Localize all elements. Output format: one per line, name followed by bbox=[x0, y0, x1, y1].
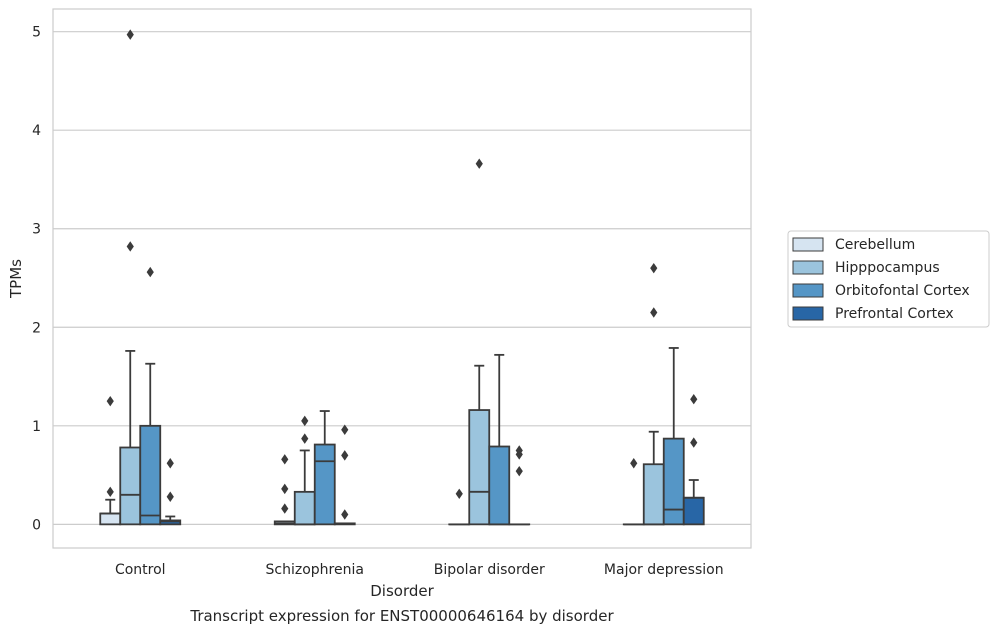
legend-label: Prefrontal Cortex bbox=[835, 306, 954, 322]
box bbox=[662, 437, 685, 526]
x-axis-ticks: Control Schizophrenia Bipolar disorder Majo… bbox=[115, 562, 724, 578]
outlier-point bbox=[630, 458, 638, 469]
y-axis-ticks: 0 1 2 3 4 5 bbox=[32, 25, 41, 534]
outlier-point bbox=[126, 241, 134, 252]
box-group bbox=[622, 458, 645, 526]
outlier-point bbox=[281, 483, 289, 495]
box bbox=[313, 443, 336, 526]
y-tick-label: 5 bbox=[32, 25, 41, 41]
x-tick-label: Schizophrenia bbox=[266, 562, 364, 578]
box-group bbox=[642, 262, 665, 526]
outlier-point bbox=[146, 266, 154, 278]
legend-label: Hipppocampus bbox=[835, 260, 940, 276]
y-tick-label: 0 bbox=[32, 517, 41, 533]
x-tick-label: Major depression bbox=[604, 562, 724, 578]
y-tick-label: 3 bbox=[32, 222, 41, 238]
outlier-point bbox=[341, 424, 349, 435]
box bbox=[139, 424, 162, 526]
box bbox=[642, 463, 665, 526]
box-group bbox=[99, 395, 122, 526]
outlier-point bbox=[301, 433, 309, 444]
outlier-point bbox=[166, 458, 174, 469]
outlier-point bbox=[281, 454, 289, 465]
legend-swatch bbox=[792, 260, 824, 275]
x-tick-label: Control bbox=[115, 562, 166, 578]
outlier-point bbox=[690, 394, 698, 405]
y-tick-label: 1 bbox=[32, 419, 41, 435]
box-group bbox=[488, 353, 511, 526]
boxes bbox=[99, 29, 705, 526]
box-group bbox=[662, 347, 685, 526]
legend-swatch bbox=[792, 306, 824, 321]
outlier-point bbox=[515, 445, 523, 456]
box bbox=[159, 519, 182, 526]
outlier-point bbox=[301, 415, 309, 427]
box-group bbox=[313, 410, 336, 526]
y-tick-label: 4 bbox=[32, 123, 41, 139]
box bbox=[293, 490, 316, 526]
outlier-point bbox=[690, 437, 698, 448]
outlier-point bbox=[650, 307, 658, 318]
box-group bbox=[139, 266, 162, 526]
chart-caption: Transcript expression for ENST0000064616… bbox=[189, 607, 614, 625]
outlier-point bbox=[341, 509, 349, 520]
box bbox=[99, 512, 122, 526]
box bbox=[119, 446, 142, 526]
box-group bbox=[293, 415, 316, 526]
box bbox=[488, 445, 511, 526]
outlier-point bbox=[515, 465, 523, 477]
outlier-point bbox=[106, 486, 114, 498]
box-group bbox=[119, 29, 142, 526]
box-group bbox=[468, 158, 491, 526]
legend-frame bbox=[787, 230, 990, 328]
outlier-point bbox=[166, 491, 174, 502]
outlier-point bbox=[281, 503, 289, 514]
box bbox=[682, 496, 705, 526]
legend-swatch bbox=[792, 283, 824, 298]
legend-label: Cerebellum bbox=[835, 237, 915, 253]
legend-swatch bbox=[792, 237, 824, 252]
box-group bbox=[159, 458, 182, 526]
x-axis-title: Disorder bbox=[370, 582, 434, 600]
y-axis-title: TPMs bbox=[7, 259, 25, 299]
box-group bbox=[448, 488, 471, 526]
legend-label: Orbitofontal Cortex bbox=[835, 283, 970, 299]
box-group bbox=[333, 424, 356, 526]
outlier-point bbox=[126, 29, 134, 40]
x-tick-label: Bipolar disorder bbox=[434, 562, 545, 578]
y-tick-label: 2 bbox=[32, 320, 41, 336]
outlier-point bbox=[650, 262, 658, 274]
plot-area-frame bbox=[52, 8, 752, 549]
box-group bbox=[682, 394, 705, 526]
legend: Cerebellum Hipppocampus Orbitofontal Corte… bbox=[787, 230, 990, 328]
outlier-point bbox=[475, 158, 483, 169]
outlier-point bbox=[106, 395, 114, 407]
outlier-point bbox=[455, 488, 463, 500]
box-group bbox=[508, 445, 531, 526]
outlier-point bbox=[341, 450, 349, 461]
box-group bbox=[273, 454, 296, 526]
box bbox=[468, 409, 491, 526]
